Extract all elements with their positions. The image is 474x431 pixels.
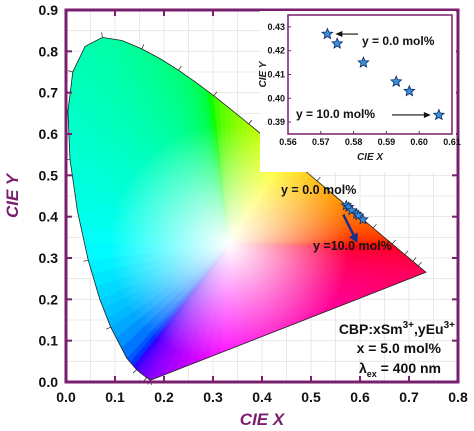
inset-data-point	[357, 56, 370, 68]
white-point-glow	[109, 124, 350, 365]
locus-tick	[412, 257, 417, 262]
y-tick-label: 0.5	[39, 167, 59, 183]
y-tick-label: 0.7	[39, 85, 59, 101]
inset-x-tick-label: 0.61	[443, 137, 461, 147]
annotation-y-0: y = 0.0 mol%	[281, 183, 356, 197]
legend-excitation: λex = 400 nm	[359, 360, 441, 379]
x-tick-label: 0.3	[203, 389, 223, 405]
locus-tick	[67, 70, 73, 73]
x-tick-label: 0.8	[448, 389, 468, 405]
x-tick-label: 0.0	[56, 389, 76, 405]
locus-tick	[106, 326, 111, 330]
inset-y-axis-label: CIE Y	[258, 60, 269, 87]
locus-tick	[418, 261, 422, 267]
inset-y-axis: 0.39 0.40 0.41 0.42 0.43	[267, 22, 291, 127]
inset-x-tick-label: 0.59	[378, 137, 396, 147]
y-tick-label: 0.9	[39, 2, 59, 18]
y-tick-label: 0.8	[39, 43, 59, 59]
x-tick-label: 0.1	[105, 389, 125, 405]
locus-tick	[404, 250, 409, 255]
x-tick-label: 0.6	[350, 389, 370, 405]
inset-y-tick-label: 0.43	[267, 22, 285, 32]
y-tick-label: 0.3	[39, 250, 59, 266]
composition-legend: CBP:xSm3+,yEu3+ x = 5.0 mol% λex = 400 n…	[339, 320, 455, 379]
inset-annotation-y-10: y = 10.0 mol%	[296, 107, 375, 121]
main-annotations: y = 0.0 mol% y =10.0 mol%	[281, 183, 392, 253]
x-tick-label: 0.4	[252, 389, 272, 405]
x-tick-label: 0.2	[154, 389, 174, 405]
locus-tick	[178, 65, 182, 71]
x-tick-label: 0.5	[301, 389, 321, 405]
inset-y-tick-label: 0.41	[267, 70, 285, 80]
inset-x-axis-label: CIE X	[357, 152, 384, 163]
main-y-axis-label: CIE Y	[3, 172, 22, 218]
locus-tick	[83, 259, 89, 262]
inset-y-tick-label: 0.39	[267, 117, 285, 127]
inset-x-tick-label: 0.57	[312, 137, 330, 147]
inset-arrow-end-head	[423, 111, 431, 118]
locus-tick	[132, 369, 137, 374]
inset-data-point	[403, 84, 416, 97]
spectral-locus-outline	[67, 36, 427, 381]
locus-tick	[248, 119, 253, 125]
annotation-y-10: y =10.0 mol%	[313, 239, 392, 253]
locus-tick	[101, 32, 103, 38]
y-tick-label: 0.6	[39, 126, 59, 142]
legend-x-value: x = 5.0 mol%	[357, 340, 442, 356]
inset-background	[260, 11, 456, 172]
main-x-axis-label: CIE X	[240, 410, 286, 429]
y-tick-label: 0.1	[39, 333, 59, 349]
main-data-point	[357, 213, 369, 225]
inset-y-tick-label: 0.40	[267, 93, 285, 103]
inset-x-tick-label: 0.56	[279, 137, 297, 147]
inset-zoom-plot: 0.56 0.57 0.58 0.59 0.60 0.61 0.39 0.40 0.41 0.4…	[258, 11, 461, 172]
main-y-axis: 0.0 0.1 0.2 0.3 0.4 0.5 0.6 0.7 0.8 0.9	[39, 2, 458, 390]
inset-y-tick-label: 0.42	[267, 46, 285, 56]
locus-tick	[391, 239, 396, 245]
locus-tick	[141, 44, 145, 50]
inset-x-tick-label: 0.60	[410, 137, 428, 147]
inset-data-point	[390, 75, 403, 87]
x-tick-label: 0.7	[399, 389, 419, 405]
y-tick-label: 0.0	[39, 374, 59, 390]
locus-tick	[213, 91, 218, 97]
inset-data-point	[432, 108, 446, 121]
legend-compound: CBP:xSm3+,yEu3+	[339, 320, 455, 337]
locus-tick	[316, 176, 321, 182]
inset-annotation-y-0: y = 0.0 mol%	[362, 34, 435, 48]
inset-arrow-start-head	[335, 31, 343, 38]
inset-x-axis: 0.56 0.57 0.58 0.59 0.60 0.61	[279, 131, 461, 147]
inset-x-tick-label: 0.58	[345, 137, 363, 147]
y-tick-label: 0.2	[39, 291, 59, 307]
locus-tick	[372, 223, 377, 229]
y-tick-label: 0.4	[39, 209, 59, 225]
main-data-points	[340, 199, 369, 225]
trend-arrow-head	[348, 232, 358, 243]
inset-data-points	[321, 27, 446, 121]
inset-data-point	[331, 37, 344, 49]
inset-data-point	[321, 27, 334, 40]
